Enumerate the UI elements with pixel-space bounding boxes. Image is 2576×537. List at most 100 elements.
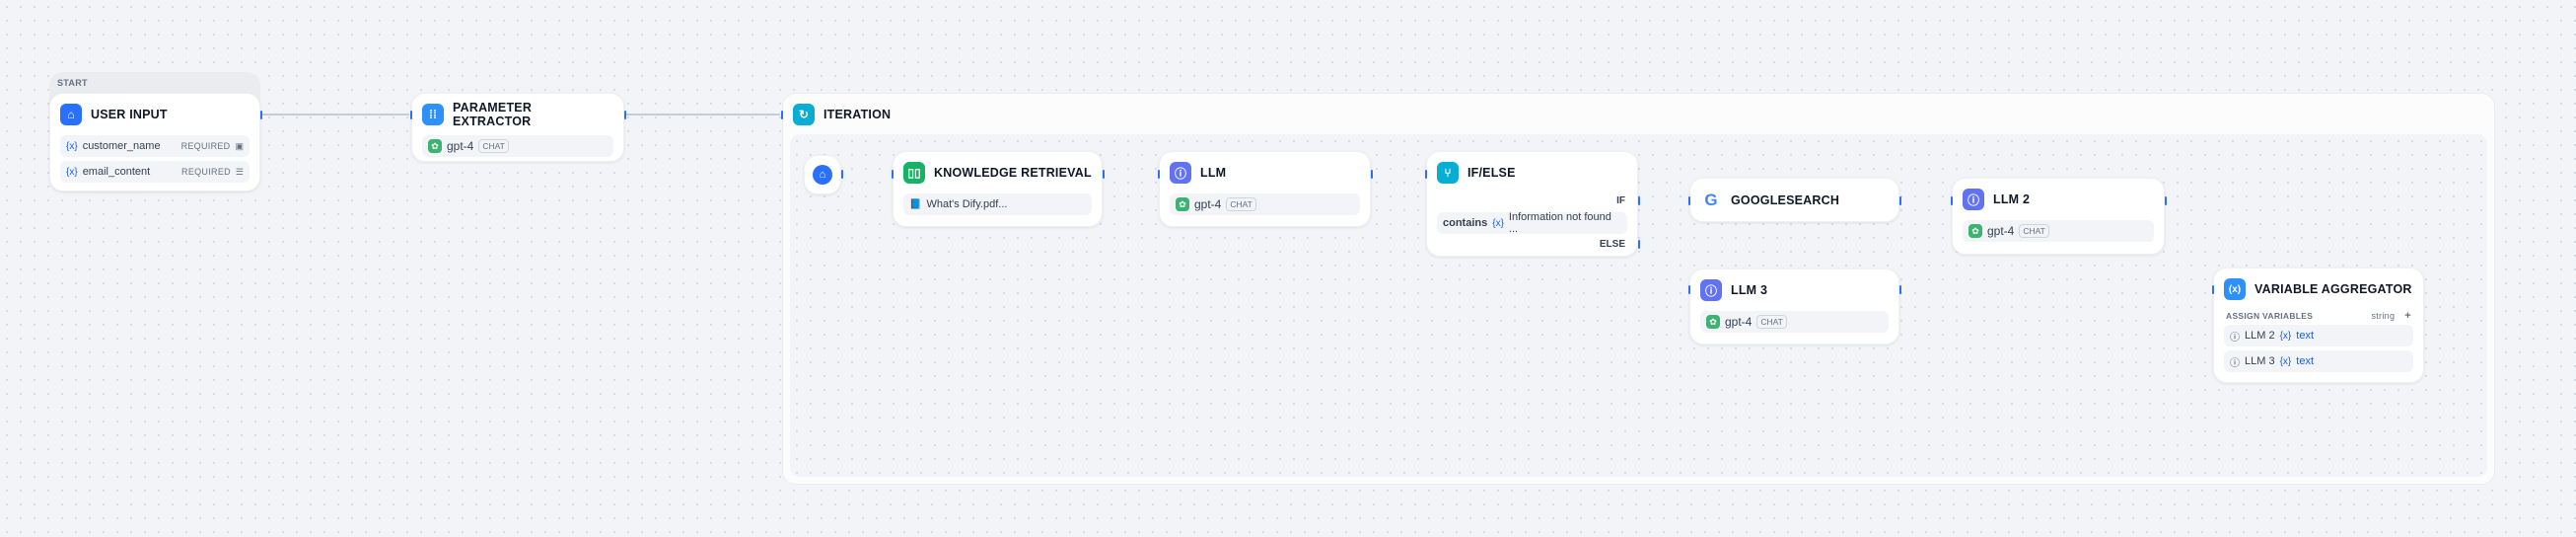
required-badge: REQUIRED — [181, 167, 231, 177]
variable-name: customer_name — [82, 140, 161, 152]
input-handle[interactable] — [1688, 285, 1690, 294]
add-variable-button[interactable]: + — [2404, 310, 2411, 322]
else-handle[interactable] — [1638, 240, 1640, 249]
node-title: PARAMETER EXTRACTOR — [453, 101, 533, 128]
node-title: LLM — [1200, 166, 1227, 180]
condition-value: Information not found ... — [1508, 211, 1611, 235]
variable-icon: {x} — [2279, 355, 2292, 367]
knowledge-retrieval-node[interactable]: ▯▯ KNOWLEDGE RETRIEVAL 📘 What's Dify.pdf.… — [893, 151, 1103, 227]
variable-row[interactable]: {x} customer_name REQUIRED ▣ — [60, 135, 250, 157]
if-handle[interactable] — [1638, 196, 1640, 205]
output-handle[interactable] — [841, 170, 843, 179]
output-handle[interactable] — [1371, 170, 1373, 179]
output-handle[interactable] — [260, 111, 262, 119]
llm-icon: ⓘ — [2230, 332, 2240, 344]
openai-icon: ✿ — [1176, 197, 1189, 211]
llm-node[interactable]: ⓘ LLM ✿ gpt-4 CHAT — [1159, 151, 1371, 227]
home-icon: ⌂ — [60, 104, 82, 125]
parameter-extractor-icon: ⁞⁞ — [422, 104, 444, 125]
llm-icon: ⓘ — [2230, 357, 2240, 369]
variable-icon: {x} — [66, 166, 78, 178]
source-node: LLM 2 — [2245, 330, 2275, 342]
openai-icon: ✿ — [1968, 224, 1982, 238]
dataset-name: What's Dify.pdf... — [926, 198, 1008, 210]
llm-icon: ⓘ — [1963, 189, 1984, 210]
condition-operator: contains — [1443, 217, 1488, 229]
assign-variables-header: ASSIGN VARIABLES string + — [2226, 310, 2411, 322]
mode-badge: CHAT — [2019, 224, 2049, 238]
mode-badge: CHAT — [478, 139, 509, 153]
output-handle[interactable] — [2165, 196, 2167, 205]
book-icon: ▯▯ — [903, 162, 925, 184]
text-input-icon: ▣ — [235, 140, 244, 151]
google-icon: G — [1704, 191, 1718, 209]
node-title: LLM 3 — [1731, 283, 1768, 297]
type-label: string — [2371, 311, 2396, 321]
required-badge: REQUIRED — [180, 141, 231, 151]
node-title: VARIABLE AGGREGATOR — [2254, 282, 2412, 296]
node-title: KNOWLEDGE RETRIEVAL — [934, 166, 1092, 180]
mode-badge: CHAT — [1226, 197, 1256, 211]
parameter-extractor-node[interactable]: ⁞⁞ PARAMETER EXTRACTOR ✿ gpt-4 CHAT — [411, 93, 624, 162]
output-handle[interactable] — [624, 111, 626, 119]
model-name: gpt-4 — [1725, 315, 1753, 329]
model-row: ✿ gpt-4 CHAT — [422, 135, 613, 157]
else-port-label: ELSE — [1599, 239, 1625, 250]
model-name: gpt-4 — [1987, 224, 2015, 238]
input-handle[interactable] — [1158, 170, 1160, 179]
assigned-variable-row[interactable]: ⓘ LLM 2 {x} text — [2224, 325, 2413, 346]
model-row: ✿ gpt-4 CHAT — [1963, 220, 2154, 242]
start-label: START — [57, 78, 88, 88]
if-else-node[interactable]: ⑂ IF/ELSE IF contains {x} Information not … — [1426, 151, 1638, 257]
variable-name: text — [2296, 355, 2314, 367]
llm-icon: ⓘ — [1700, 279, 1722, 301]
llm2-node[interactable]: ⓘ LLM 2 ✿ gpt-4 CHAT — [1952, 178, 2165, 255]
input-handle[interactable] — [410, 111, 412, 119]
condition-row: contains {x} Information not found ... — [1437, 211, 1627, 235]
model-row: ✿ gpt-4 CHAT — [1170, 193, 1360, 215]
node-title: IF/ELSE — [1467, 166, 1516, 180]
input-handle[interactable] — [1425, 170, 1427, 179]
model-name: gpt-4 — [447, 139, 474, 153]
input-handle[interactable] — [2212, 285, 2214, 294]
input-handle[interactable] — [781, 111, 783, 119]
node-title: GOOGLESEARCH — [1731, 193, 1840, 207]
input-handle[interactable] — [1688, 196, 1690, 205]
llm3-node[interactable]: ⓘ LLM 3 ✿ gpt-4 CHAT — [1689, 268, 1899, 345]
dataset-row: 📘 What's Dify.pdf... — [903, 193, 1092, 215]
if-port-label: IF — [1616, 195, 1625, 206]
llm-icon: ⓘ — [1170, 162, 1191, 184]
variable-row[interactable]: {x} email_content REQUIRED ☰ — [60, 161, 250, 183]
refresh-icon: ↻ — [793, 104, 815, 125]
home-icon: ⌂ — [813, 165, 832, 185]
input-handle[interactable] — [892, 170, 894, 179]
googlesearch-node[interactable]: G GOOGLESEARCH — [1689, 178, 1899, 222]
dataset-icon: 📘 — [909, 198, 922, 210]
variable-icon: {x} — [1492, 217, 1504, 229]
output-handle[interactable] — [1899, 285, 1901, 294]
section-label: ASSIGN VARIABLES — [2226, 311, 2314, 321]
assigned-variable-row[interactable]: ⓘ LLM 3 {x} text — [2224, 350, 2413, 372]
variable-aggregator-node[interactable]: (x) VARIABLE AGGREGATOR ASSIGN VARIABLES… — [2213, 268, 2424, 383]
variable-icon: (x) — [2224, 278, 2246, 300]
node-title: ITERATION — [823, 108, 892, 121]
variable-icon: {x} — [66, 140, 78, 152]
paragraph-icon: ☰ — [235, 166, 244, 177]
variable-name: text — [2296, 330, 2314, 342]
input-handle[interactable] — [1951, 196, 1953, 205]
branch-icon: ⑂ — [1437, 162, 1459, 184]
source-node: LLM 3 — [2245, 355, 2275, 367]
node-title: LLM 2 — [1993, 192, 2031, 206]
model-row: ✿ gpt-4 CHAT — [1700, 311, 1889, 333]
iteration-start-node[interactable]: ⌂ — [804, 155, 841, 194]
variable-icon: {x} — [2279, 330, 2292, 342]
model-name: gpt-4 — [1194, 197, 1222, 211]
openai-icon: ✿ — [1706, 315, 1720, 329]
node-title: USER INPUT — [91, 108, 168, 121]
variable-name: email_content — [82, 166, 151, 178]
output-handle[interactable] — [1103, 170, 1105, 179]
user-input-node[interactable]: ⌂ USER INPUT {x} customer_name REQUIRED ▣ {… — [49, 93, 260, 192]
openai-icon: ✿ — [428, 139, 442, 153]
output-handle[interactable] — [1899, 196, 1901, 205]
mode-badge: CHAT — [1756, 315, 1787, 329]
